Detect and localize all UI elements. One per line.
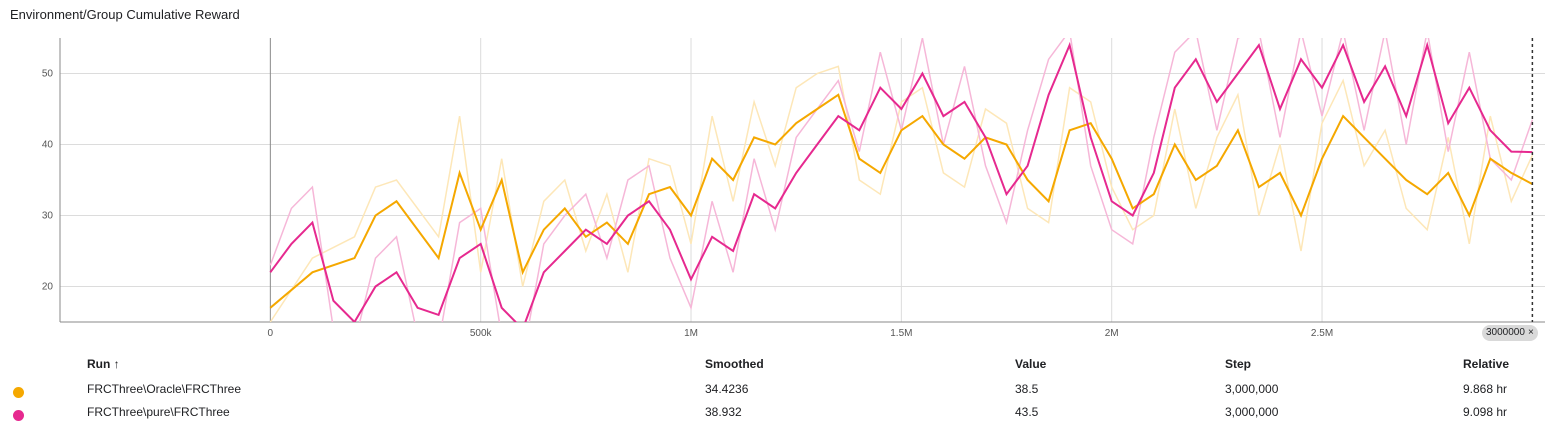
smoothed-value: 34.4236 <box>705 382 749 396</box>
run-name: FRCThree\pure\FRCThree <box>87 405 230 419</box>
chart-title: Environment/Group Cumulative Reward <box>10 7 240 22</box>
table-header-row: Run ↑ Smoothed Value Step Relative <box>0 355 1557 378</box>
x-tick-label: 2M <box>1105 328 1119 339</box>
table-row[interactable]: FRCThree\pure\FRCThree 38.932 43.5 3,000… <box>0 405 1557 428</box>
x-tick-label: 0 <box>268 328 274 339</box>
line-chart[interactable]: 20 30 40 50 0 500k 1M 1.5M 2M 2.5M <box>0 0 1557 345</box>
header-smoothed: Smoothed <box>705 357 764 371</box>
relative-time: 9.868 hr <box>1463 382 1508 396</box>
relative-time: 9.098 hr <box>1463 405 1508 419</box>
smoothed-value: 38.932 <box>705 405 742 419</box>
header-run-sort[interactable]: Run ↑ <box>87 357 120 371</box>
y-tick-label: 30 <box>42 211 54 222</box>
smoothed-series-line <box>269 41 1533 322</box>
header-step: Step <box>1225 357 1252 371</box>
x-tick-label: 500k <box>470 328 493 339</box>
selected-step-badge[interactable]: 3000000 × <box>1482 325 1538 341</box>
y-tick-label: 20 <box>42 282 54 293</box>
raw-value: 38.5 <box>1015 382 1039 396</box>
y-tick-label: 40 <box>42 140 54 151</box>
run-name: FRCThree\Oracle\FRCThree <box>87 382 242 396</box>
x-tick-label: 2.5M <box>1311 328 1333 339</box>
table-row[interactable]: FRCThree\Oracle\FRCThree 34.4236 38.5 3,… <box>0 382 1557 405</box>
smoothed-series-line <box>269 93 1533 309</box>
raw-value: 43.5 <box>1015 405 1039 419</box>
close-icon[interactable]: × <box>1527 327 1534 338</box>
step-value: 3,000,000 <box>1225 382 1279 396</box>
header-value: Value <box>1015 357 1047 371</box>
step-value: 3,000,000 <box>1225 405 1279 419</box>
runs-table: Run ↑ Smoothed Value Step Relative FRCTh… <box>0 355 1557 424</box>
x-tick-label: 1M <box>684 328 698 339</box>
run-color-dot <box>13 387 24 398</box>
selected-step-label: 3000000 <box>1486 327 1525 338</box>
header-relative: Relative <box>1463 357 1510 371</box>
y-tick-label: 50 <box>42 69 54 80</box>
x-tick-label: 1.5M <box>890 328 912 339</box>
run-color-dot <box>13 410 24 421</box>
